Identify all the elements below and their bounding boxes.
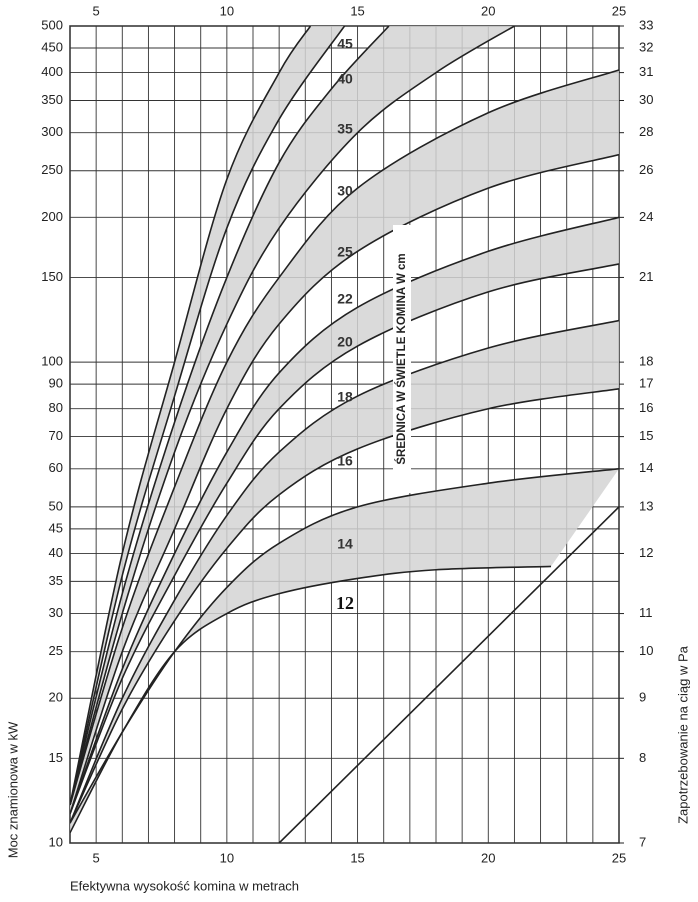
y-tick-label: 450 — [41, 39, 63, 54]
diameter-label: 25 — [337, 244, 353, 260]
band — [70, 70, 619, 814]
diameter-label: 45 — [337, 36, 353, 52]
y2-tick-label: 14 — [639, 460, 653, 475]
y2-axis-title: Zapotrzebowanie na ciąg w Pa — [675, 645, 690, 824]
y2-tick-label: 28 — [639, 124, 653, 139]
curve — [70, 26, 312, 806]
y-tick-label: 15 — [49, 750, 63, 765]
x-axis-title: Efektywna wysokość komina w metrach — [70, 878, 299, 893]
y-tick-label: 40 — [49, 545, 63, 560]
band — [70, 26, 515, 805]
curve — [70, 319, 619, 824]
y2-tick-label: 17 — [639, 376, 653, 391]
x-tick-label: 25 — [612, 850, 626, 865]
curve — [70, 69, 619, 806]
y-tick-label: 60 — [49, 460, 63, 475]
x-top-tick-label: 10 — [220, 3, 234, 18]
diagonal — [278, 506, 619, 843]
y-tick-label: 100 — [41, 354, 63, 369]
y-tick-label: 20 — [49, 690, 63, 705]
diameter-label: 22 — [337, 291, 353, 307]
x-tick-label: 5 — [93, 850, 100, 865]
y2-tick-label: 33 — [639, 17, 653, 32]
y2-tick-label: 32 — [639, 39, 653, 54]
x-top-tick-label: 25 — [612, 3, 626, 18]
y2-tick-label: 9 — [639, 690, 646, 705]
y-tick-label: 80 — [49, 400, 63, 415]
y-tick-label: 400 — [41, 64, 63, 79]
curve — [70, 565, 552, 834]
curve — [70, 26, 515, 806]
y-tick-label: 350 — [41, 92, 63, 107]
y-tick-label: 30 — [49, 605, 63, 620]
y-tick-label: 45 — [49, 520, 63, 535]
curve — [70, 216, 619, 815]
y-tick-label: 70 — [49, 428, 63, 443]
y2-tick-label: 30 — [639, 92, 653, 107]
y2-tick-label: 18 — [639, 354, 653, 369]
labels: 5 5 10 10 15 15 20 20 25 25 10 15 20 25 30 35 40 45 50 60 70… — [41, 3, 653, 865]
y2-tick-label: 15 — [639, 428, 653, 443]
y2-tick-label: 13 — [639, 498, 653, 513]
curve — [70, 153, 619, 815]
x-tick-label: 20 — [481, 850, 495, 865]
diameter-label: 30 — [337, 183, 353, 199]
band — [70, 320, 619, 824]
y2-tick-label: 12 — [639, 545, 653, 560]
curve — [70, 26, 346, 806]
annotation: ŚREDNICA W ŚWIETLE KOMINA W cm — [395, 253, 408, 464]
y-tick-label: 50 — [49, 498, 63, 513]
y2-tick-label: 21 — [639, 269, 653, 284]
y-tick-label: 200 — [41, 209, 63, 224]
x-top-tick-label: 20 — [481, 3, 495, 18]
y-tick-label: 250 — [41, 162, 63, 177]
diameter-label: 12 — [336, 593, 354, 613]
y2-tick-label: 7 — [639, 834, 646, 849]
bands — [70, 26, 619, 833]
diameter-label: 14 — [337, 536, 353, 552]
x-tick-label: 15 — [350, 850, 364, 865]
y2-tick-label: 8 — [639, 750, 646, 765]
diameter-label: 18 — [337, 389, 353, 405]
curve — [70, 388, 619, 824]
y-tick-label: 10 — [49, 834, 63, 849]
y-tick-label: 90 — [49, 376, 63, 391]
curve — [70, 263, 619, 815]
y-tick-label: 300 — [41, 124, 63, 139]
y2-tick-label: 16 — [639, 400, 653, 415]
y-tick-label: 150 — [41, 269, 63, 284]
y2-tick-label: 26 — [639, 162, 653, 177]
y-tick-label: 35 — [49, 573, 63, 588]
y2-tick-label: 24 — [639, 209, 653, 224]
diameter-label: 20 — [337, 334, 353, 350]
x-top-tick-label: 5 — [93, 3, 100, 18]
diameter-label: 35 — [337, 121, 353, 137]
y2-tick-label: 11 — [639, 605, 653, 620]
y-tick-label: 25 — [49, 643, 63, 658]
band — [70, 217, 619, 814]
curve — [70, 26, 390, 806]
curves — [70, 26, 619, 843]
y2-tick-label: 10 — [639, 643, 653, 658]
y2-tick-label: 31 — [639, 64, 653, 79]
annotation-bg — [393, 225, 411, 493]
x-tick-label: 10 — [220, 850, 234, 865]
diameter-label: 16 — [337, 453, 353, 469]
y-tick-label: 500 — [41, 17, 63, 32]
y-axis-title: Moc znamionowa w kW — [5, 721, 20, 858]
diameter-label: 40 — [337, 71, 353, 87]
x-top-tick-label: 15 — [350, 3, 364, 18]
band — [70, 468, 619, 833]
